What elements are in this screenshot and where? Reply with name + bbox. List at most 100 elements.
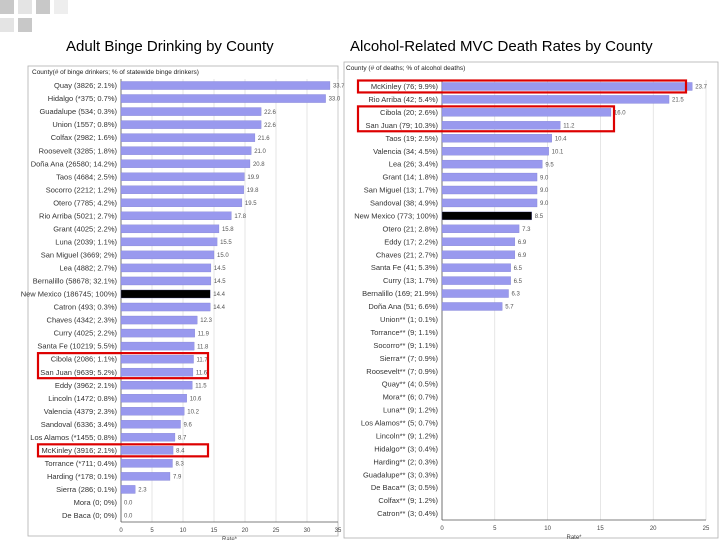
mvc-category-label-0: McKinley (76; 9.9%) — [371, 82, 439, 91]
mvc-value-label-8: 9.0 — [540, 188, 549, 194]
binge-value-label-31: 2.3 — [138, 488, 147, 494]
mvc-category-label-6: Lea (26; 3.4%) — [389, 160, 439, 169]
binge-bar-5 — [120, 146, 252, 155]
binge-category-label-1: Hidalgo (*375; 0.7%) — [48, 94, 118, 103]
binge-bar-19 — [120, 328, 195, 338]
binge-value-label-6: 20.8 — [253, 162, 265, 168]
binge-category-label-23: Eddy (3962; 2.1%) — [55, 381, 118, 390]
binge-category-label-33: De Baca (0; 0%) — [62, 511, 118, 520]
binge-tick-label-1: 5 — [150, 528, 154, 534]
binge-drinking-chart: County(# of binge drinkers; % of statewi… — [21, 65, 345, 540]
mvc-value-label-14: 6.5 — [514, 266, 523, 272]
mvc-bar-2 — [441, 108, 612, 117]
binge-bar-9 — [120, 198, 243, 207]
binge-category-label-0: Quay (3826; 2.1%) — [54, 81, 117, 90]
binge-bar-21 — [120, 354, 194, 364]
mvc-category-label-1: Rio Arriba (42; 5.4%) — [368, 95, 438, 104]
mvc-category-label-17: Doña Ana (51; 6.6%) — [368, 302, 438, 311]
binge-bar-18 — [120, 315, 198, 325]
mvc-category-label-25: Luna** (9; 1.2%) — [383, 406, 439, 415]
mvc-bar-4 — [441, 134, 552, 143]
binge-value-label-15: 14.5 — [214, 279, 226, 285]
binge-value-label-14: 14.5 — [214, 266, 226, 272]
binge-tick-label-6: 30 — [304, 528, 311, 534]
mvc-category-label-12: Eddy (17; 2.2%) — [384, 237, 438, 246]
binge-x-axis-label: Rate* — [222, 537, 238, 540]
binge-category-label-25: Valencia (4379; 2.3%) — [44, 407, 118, 416]
binge-bar-2 — [120, 107, 262, 116]
binge-bar-16 — [120, 289, 211, 299]
binge-category-label-17: Catron (493; 0.3%) — [54, 303, 118, 312]
binge-category-label-5: Roosevelt (3285; 1.8%) — [39, 146, 118, 155]
mvc-bar-6 — [441, 159, 543, 169]
binge-category-label-10: Rio Arriba (5021; 2.7%) — [39, 211, 117, 220]
binge-category-label-30: Harding (*178; 0.1%) — [47, 472, 118, 481]
mvc-value-label-11: 7.3 — [522, 227, 531, 233]
binge-category-label-28: McKinley (3916; 2.1%) — [42, 446, 118, 455]
binge-category-label-11: Grant (4025; 2.2%) — [53, 224, 117, 233]
mvc-category-label-27: Lincoln** (9; 1.2%) — [376, 431, 439, 440]
binge-bar-23 — [120, 381, 193, 390]
binge-value-label-13: 15.0 — [217, 253, 229, 259]
binge-bar-31 — [120, 485, 136, 494]
mvc-bar-15 — [441, 276, 511, 285]
binge-tick-label-5: 25 — [273, 528, 280, 534]
mvc-category-label-5: Valencia (34; 4.5%) — [373, 147, 438, 156]
mvc-value-label-13: 6.9 — [518, 253, 527, 259]
decorative-squares — [0, 0, 90, 40]
binge-bar-0 — [120, 81, 331, 90]
mvc-bar-8 — [441, 185, 538, 195]
mvc-value-label-5: 10.1 — [552, 149, 564, 155]
mvc-bar-3 — [441, 121, 561, 130]
binge-chart-title: Adult Binge Drinking by County — [66, 38, 274, 55]
binge-bar-17 — [120, 302, 211, 312]
binge-bar-29 — [120, 459, 173, 468]
binge-value-label-22: 11.6 — [196, 370, 208, 376]
binge-bar-27 — [120, 433, 176, 442]
binge-bar-26 — [120, 420, 181, 429]
binge-category-label-27: Los Alamos (*1455; 0.8%) — [30, 433, 117, 442]
mvc-tick-label-3: 15 — [597, 526, 604, 532]
mvc-category-label-22: Roosevelt** (7; 0.9%) — [366, 367, 438, 376]
mvc-category-label-26: Los Alamos** (5; 0.7%) — [361, 419, 439, 428]
mvc-category-label-15: Curry (13; 1.7%) — [383, 276, 439, 285]
binge-bar-24 — [120, 394, 187, 403]
mvc-tick-label-4: 20 — [650, 526, 657, 532]
mvc-category-label-13: Chaves (21; 2.7%) — [376, 250, 439, 259]
binge-value-label-33: 0.0 — [124, 514, 133, 520]
binge-category-label-15: Bernalillo (58678; 32.1%) — [33, 277, 118, 286]
mvc-category-label-4: Taos (19; 2.5%) — [385, 134, 438, 143]
mvc-bar-11 — [441, 224, 520, 233]
mvc-category-label-2: Cibola (20; 2.6%) — [380, 108, 438, 117]
binge-value-label-29: 8.3 — [175, 462, 184, 468]
binge-bar-13 — [120, 250, 215, 260]
binge-category-label-4: Colfax (2982; 1.6%) — [51, 133, 118, 142]
binge-category-label-31: Sierra (286; 0.1%) — [56, 485, 117, 494]
binge-bar-30 — [120, 472, 171, 481]
binge-value-label-26: 9.6 — [184, 422, 193, 428]
binge-category-label-18: Chaves (4342; 2.3%) — [47, 316, 118, 325]
mvc-category-label-11: Otero (21; 2.8%) — [383, 224, 439, 233]
mvc-category-label-23: Quay** (4; 0.5%) — [382, 380, 439, 389]
mvc-bar-13 — [441, 250, 516, 259]
mvc-category-label-28: Hidalgo** (3; 0.4%) — [374, 444, 438, 453]
binge-category-label-6: Doña Ana (26580; 14.2%) — [31, 159, 118, 168]
binge-bar-7 — [120, 172, 245, 181]
mvc-bar-1 — [441, 95, 670, 104]
binge-highlight-box-1 — [36, 443, 210, 458]
mvc-tick-label-1: 5 — [493, 526, 497, 532]
binge-bar-25 — [120, 407, 185, 416]
mvc-category-label-31: De Baca** (3; 0.5%) — [371, 483, 439, 492]
binge-category-label-3: Union (1557; 0.8%) — [52, 120, 117, 129]
mvc-value-label-16: 6.3 — [512, 292, 521, 298]
binge-value-label-0: 33.7 — [333, 84, 345, 90]
binge-category-label-12: Luna (2039; 1.1%) — [55, 237, 117, 246]
mvc-tick-label-5: 25 — [703, 526, 710, 532]
mvc-value-label-7: 9.0 — [540, 175, 549, 181]
binge-subtitle: County(# of binge drinkers; % of statewi… — [32, 69, 199, 76]
binge-value-label-19: 11.9 — [198, 331, 210, 337]
mvc-category-label-16: Bernalillo (169; 21.9%) — [362, 289, 438, 298]
mvc-bar-10 — [441, 211, 532, 221]
binge-value-label-16: 14.4 — [213, 292, 225, 298]
binge-tick-label-4: 20 — [242, 528, 249, 534]
